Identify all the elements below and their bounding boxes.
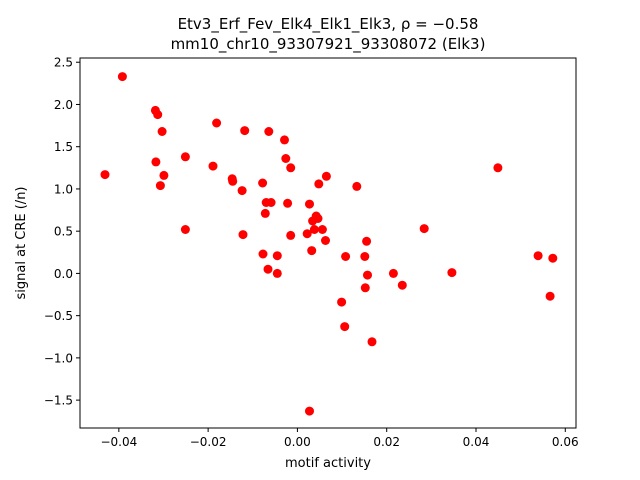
data-point xyxy=(419,224,429,234)
data-point xyxy=(155,181,165,191)
data-point xyxy=(363,270,372,280)
data-point xyxy=(208,161,218,171)
data-point xyxy=(340,322,350,332)
data-point xyxy=(228,176,238,186)
y-tick-label: 1.5 xyxy=(54,140,73,154)
data-point xyxy=(117,72,127,82)
data-point xyxy=(258,178,268,188)
y-tick-label: −1.0 xyxy=(44,351,73,365)
data-point xyxy=(240,126,250,136)
x-axis-label: motif activity xyxy=(285,456,371,471)
data-point xyxy=(493,163,503,173)
data-point xyxy=(283,198,293,208)
data-point xyxy=(337,297,347,307)
data-point xyxy=(341,252,351,261)
data-point xyxy=(447,268,457,278)
data-point xyxy=(180,225,190,234)
data-point xyxy=(272,251,282,261)
data-point xyxy=(266,198,276,207)
data-point xyxy=(360,252,370,261)
data-point xyxy=(157,127,167,136)
y-axis-ticks: −1.5 −1.0 −0.5 0.0 0.5 1.0 1.5 2.0 2.5 xyxy=(44,56,80,408)
data-point xyxy=(281,154,291,163)
y-tick-label: 1.0 xyxy=(54,182,73,196)
data-point xyxy=(286,163,296,173)
y-tick-label: 2.0 xyxy=(54,98,73,112)
y-tick-label: −0.5 xyxy=(44,309,73,323)
data-point xyxy=(238,230,248,240)
y-tick-label: −1.5 xyxy=(44,394,73,408)
x-tick-label: 0.04 xyxy=(463,435,490,449)
points-layer xyxy=(100,72,558,416)
plot-area-frame xyxy=(79,57,577,429)
data-point xyxy=(307,246,317,256)
data-point xyxy=(533,251,543,261)
data-point xyxy=(321,171,331,181)
data-point xyxy=(260,208,270,218)
data-point xyxy=(212,118,222,128)
x-tick-label: −0.02 xyxy=(190,435,227,449)
y-axis-label: signal at CRE (/n) xyxy=(14,186,29,299)
data-point xyxy=(362,236,372,246)
x-tick-label: 0.02 xyxy=(373,435,400,449)
x-tick-label: 0.00 xyxy=(284,435,311,449)
data-point xyxy=(100,170,110,180)
data-point xyxy=(305,199,314,209)
x-axis-ticks: −0.04 −0.02 0.00 0.02 0.04 0.06 xyxy=(100,428,579,449)
y-tick-label: 0.0 xyxy=(54,267,73,281)
data-point xyxy=(286,230,296,240)
data-point xyxy=(397,280,407,290)
y-tick-label: 2.5 xyxy=(54,56,73,70)
data-point xyxy=(352,181,362,191)
data-point xyxy=(272,268,282,278)
x-tick-label: 0.06 xyxy=(552,435,579,449)
data-point xyxy=(263,264,273,274)
y-tick-label: 0.5 xyxy=(54,225,73,239)
data-point xyxy=(309,225,319,234)
data-point xyxy=(321,236,330,245)
data-point xyxy=(302,229,312,239)
data-point xyxy=(159,170,169,180)
data-point xyxy=(314,179,324,189)
data-point xyxy=(237,186,247,196)
data-point xyxy=(305,406,314,416)
data-point xyxy=(548,253,558,263)
data-point xyxy=(280,135,289,145)
chart-title-line1: Etv3_Erf_Fev_Elk4_Elk1_Elk3, ρ = −0.58 xyxy=(178,15,479,34)
data-point xyxy=(388,268,398,278)
data-point xyxy=(313,214,323,223)
data-point xyxy=(360,283,370,293)
data-point xyxy=(258,249,268,259)
data-point xyxy=(264,127,274,136)
data-point xyxy=(317,225,327,234)
data-point xyxy=(151,157,161,167)
x-tick-label: −0.04 xyxy=(100,435,137,449)
data-point xyxy=(180,152,190,162)
data-point xyxy=(545,291,555,301)
data-point xyxy=(367,337,377,347)
data-point xyxy=(153,110,163,120)
chart-title-line2: mm10_chr10_93307921_93308072 (Elk3) xyxy=(171,35,486,54)
